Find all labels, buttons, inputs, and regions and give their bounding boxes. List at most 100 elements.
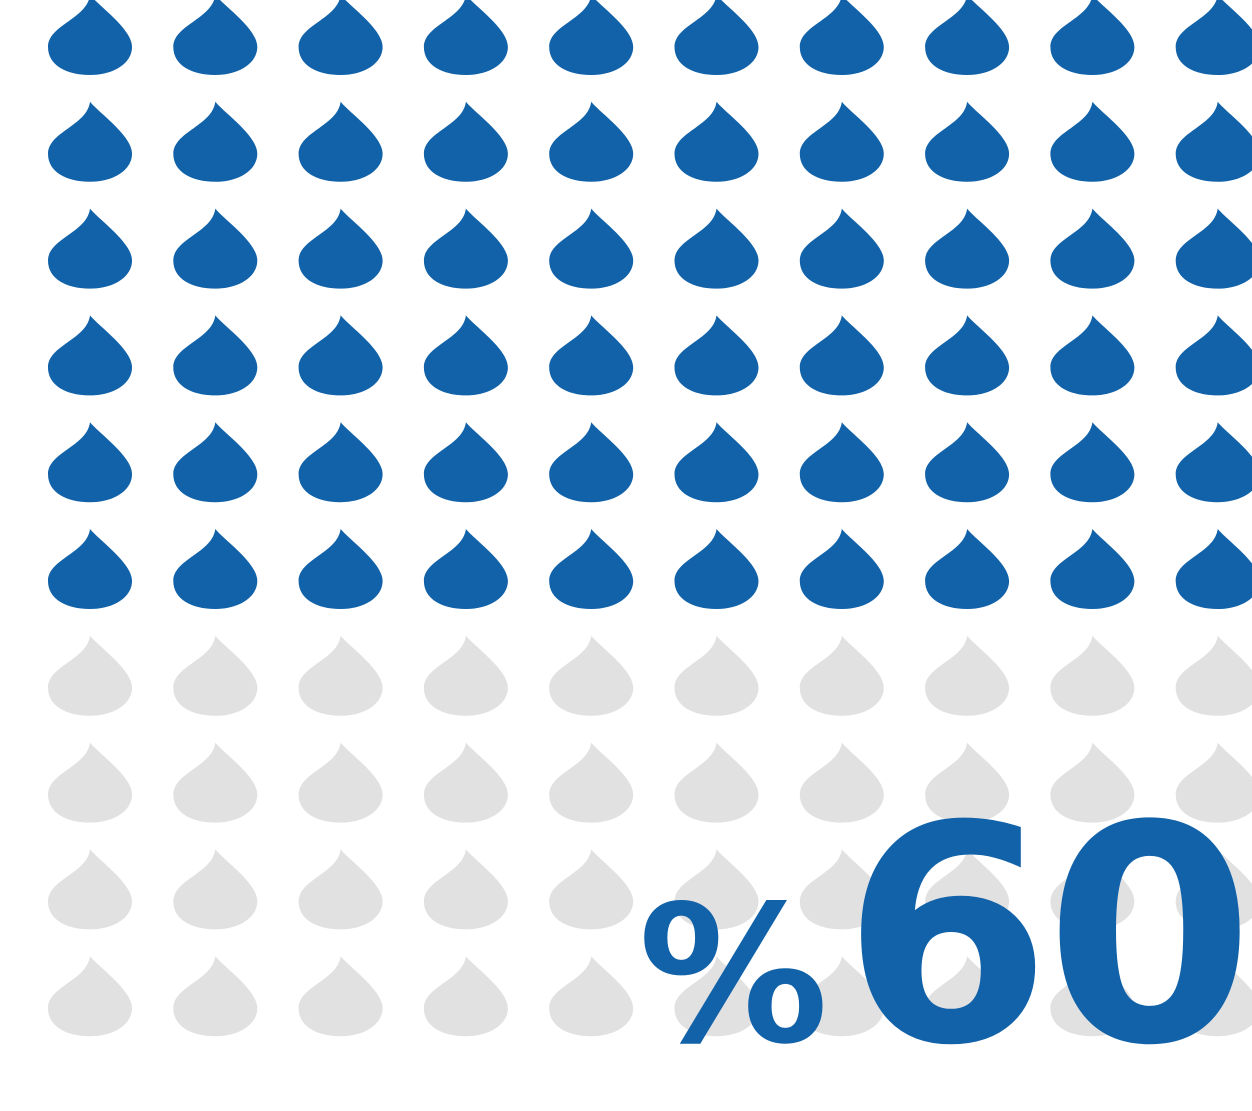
water-drop-icon-filled: [799, 422, 884, 503]
water-drop-icon-empty: [48, 956, 132, 1037]
water-drop-icon-filled: [173, 0, 258, 75]
water-drop-icon-empty: [925, 849, 1010, 930]
water-drop-icon-filled: [298, 208, 383, 289]
water-drop-icon-filled: [549, 529, 634, 609]
water-drop-icon-filled: [1175, 315, 1252, 396]
water-drop-icon-filled: [298, 101, 383, 182]
water-drop-icon-filled: [799, 315, 884, 396]
water-drop-icon-filled: [48, 0, 132, 75]
water-drop-icon-empty: [1175, 956, 1252, 1037]
water-drop-icon-filled: [674, 422, 759, 503]
water-drop-icon-empty: [298, 635, 383, 716]
water-drop-icon-filled: [925, 529, 1010, 609]
water-drop-icon-filled: [298, 529, 383, 609]
water-drop-icon-filled: [549, 315, 634, 396]
water-drop-icon-filled: [549, 208, 634, 289]
water-drop-icon-empty: [549, 635, 634, 716]
water-drop-icon-empty: [1050, 956, 1135, 1037]
water-drop-icon-filled: [48, 529, 132, 609]
water-drop-icon-empty: [423, 742, 508, 823]
water-drop-icon-filled: [423, 422, 508, 503]
water-drop-icon-filled: [423, 529, 508, 609]
percent-sign: %: [638, 865, 829, 1087]
water-drop-icon-filled: [549, 422, 634, 503]
water-drop-icon-filled: [298, 0, 383, 75]
water-drop-icon-filled: [1175, 0, 1252, 75]
water-drop-icon-filled: [173, 529, 258, 609]
water-drop-icon-empty: [1050, 635, 1135, 716]
drop-pictogram-grid: [48, 0, 1252, 1037]
water-drop-icon-filled: [173, 101, 258, 182]
water-drop-icon-filled: [674, 208, 759, 289]
water-drop-icon-filled: [423, 101, 508, 182]
water-drop-icon-empty: [48, 742, 132, 823]
water-drop-icon-empty: [1050, 742, 1135, 823]
water-drop-icon-filled: [1175, 101, 1252, 182]
water-drop-icon-filled: [298, 315, 383, 396]
water-drop-icon-empty: [298, 849, 383, 930]
water-drop-icon-filled: [1175, 529, 1252, 609]
water-drop-icon-empty: [925, 742, 1010, 823]
water-drop-icon-filled: [925, 315, 1010, 396]
water-drop-icon-empty: [674, 635, 759, 716]
water-drop-icon-empty: [423, 849, 508, 930]
water-drop-icon-filled: [48, 315, 132, 396]
water-drop-icon-empty: [549, 849, 634, 930]
water-drop-icon-filled: [298, 422, 383, 503]
water-drop-icon-empty: [799, 849, 884, 930]
water-drop-icon-empty: [549, 742, 634, 823]
water-drop-icon-filled: [799, 0, 884, 75]
water-drop-icon-filled: [1050, 422, 1135, 503]
water-drop-icon-filled: [674, 315, 759, 396]
water-drop-icon-empty: [925, 635, 1010, 716]
water-drop-icon-filled: [1175, 422, 1252, 503]
water-drop-icon-filled: [925, 0, 1010, 75]
water-drop-icon-filled: [799, 208, 884, 289]
water-drop-icon-empty: [173, 956, 258, 1037]
water-drop-icon-filled: [48, 101, 132, 182]
water-drop-icon-empty: [549, 956, 634, 1037]
water-drop-icon-empty: [1175, 635, 1252, 716]
water-drop-icon-empty: [1175, 742, 1252, 823]
percent-value: 60: [842, 762, 1252, 1111]
water-drop-icon-filled: [549, 0, 634, 75]
water-drop-icon-filled: [1050, 315, 1135, 396]
water-drop-icon-empty: [298, 742, 383, 823]
water-drop-icon-filled: [423, 0, 508, 75]
water-drop-icon-empty: [298, 956, 383, 1037]
water-drop-icon-filled: [1050, 101, 1135, 182]
percent-label: % 60: [638, 762, 1252, 1111]
water-drop-icon-empty: [674, 742, 759, 823]
water-drop-icon-empty: [799, 742, 884, 823]
water-drop-icon-filled: [674, 101, 759, 182]
water-drop-icon-empty: [1175, 849, 1252, 930]
water-drop-icon-empty: [423, 956, 508, 1037]
water-drop-icon-empty: [925, 956, 1010, 1037]
water-drop-icon-filled: [423, 208, 508, 289]
water-drop-icon-filled: [173, 208, 258, 289]
water-drop-icon-filled: [674, 0, 759, 75]
water-drop-icon-empty: [173, 635, 258, 716]
water-drop-icon-filled: [549, 101, 634, 182]
water-drop-icon-filled: [1175, 208, 1252, 289]
water-drop-icon-empty: [674, 956, 759, 1037]
water-drop-icon-filled: [1050, 208, 1135, 289]
water-drop-icon-empty: [423, 635, 508, 716]
water-drop-icon-filled: [674, 529, 759, 609]
water-drop-icon-empty: [674, 849, 759, 930]
water-drop-icon-filled: [1050, 529, 1135, 609]
water-drop-icon-filled: [48, 422, 132, 503]
water-drop-icon-filled: [925, 101, 1010, 182]
water-drop-icon-empty: [173, 742, 258, 823]
water-drop-icon-filled: [925, 422, 1010, 503]
water-drop-icon-filled: [799, 529, 884, 609]
water-drop-icon-filled: [173, 315, 258, 396]
water-drop-icon-filled: [925, 208, 1010, 289]
water-drop-icon-filled: [173, 422, 258, 503]
water-drop-icon-filled: [48, 208, 132, 289]
water-drop-icon-filled: [1050, 0, 1135, 75]
water-drop-icon-empty: [799, 635, 884, 716]
water-drop-icon-empty: [48, 635, 132, 716]
water-drop-icon-empty: [1050, 849, 1135, 930]
water-drop-icon-filled: [423, 315, 508, 396]
